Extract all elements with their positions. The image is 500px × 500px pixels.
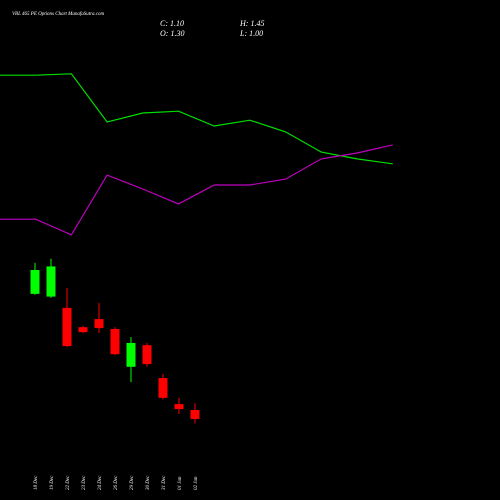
close-label: C: 1.10: [160, 19, 184, 28]
x-tick-label: 29 Dec: [130, 475, 135, 490]
x-tick-label: 30 Dec: [146, 475, 151, 490]
candle-body: [158, 378, 168, 398]
candle-body: [190, 409, 200, 419]
open-label: O: 1.30: [160, 29, 184, 38]
candle-body: [46, 266, 56, 297]
x-tick-label: 18 Dec: [34, 475, 39, 490]
high-label: H: 1.45: [239, 19, 264, 28]
candle-body: [78, 327, 88, 333]
candle-body: [110, 328, 120, 355]
candle-body: [174, 404, 184, 410]
candle-body: [142, 345, 152, 365]
chart-title: VBL 465 PE Options Chart MunafaSutra.com: [12, 12, 105, 17]
x-tick-label: 26 Dec: [114, 475, 119, 490]
x-tick-label: 23 Dec: [82, 475, 87, 490]
x-tick-label: 31 Dec: [162, 475, 167, 490]
indicator-line: [0, 144, 393, 236]
x-tick-label: 19 Dec: [50, 475, 55, 490]
low-label: L: 1.00: [239, 29, 263, 38]
x-tick-label: 02 Jan: [194, 476, 199, 490]
x-tick-label: 22 Dec: [66, 475, 71, 490]
candle-body: [62, 307, 72, 347]
candle-body: [126, 342, 136, 367]
candle-body: [94, 319, 104, 329]
x-tick-label: 24 Dec: [98, 475, 103, 490]
x-tick-label: 01 Jan: [178, 476, 183, 490]
candle-body: [30, 270, 40, 294]
indicator-line: [0, 73, 393, 165]
